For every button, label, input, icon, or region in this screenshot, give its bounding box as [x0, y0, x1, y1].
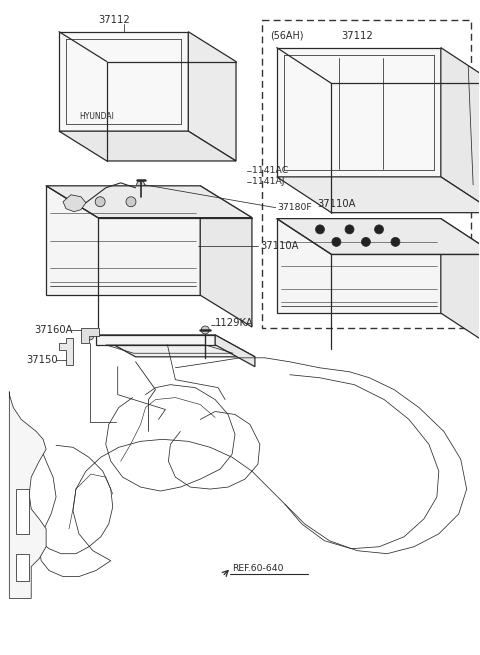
Text: 37112: 37112	[341, 31, 373, 41]
Circle shape	[361, 237, 371, 246]
Text: 37110A: 37110A	[260, 241, 299, 251]
Polygon shape	[59, 131, 236, 161]
Polygon shape	[96, 335, 255, 357]
Text: 37150: 37150	[26, 355, 58, 365]
Polygon shape	[277, 177, 480, 213]
Polygon shape	[81, 328, 99, 343]
Polygon shape	[277, 219, 480, 254]
Bar	[262, 20, 471, 328]
Circle shape	[126, 196, 136, 207]
Text: 1141AC: 1141AC	[252, 166, 288, 176]
Circle shape	[315, 225, 324, 234]
Polygon shape	[59, 338, 73, 365]
Text: 1129KA: 1129KA	[215, 318, 254, 328]
Circle shape	[332, 237, 341, 246]
Polygon shape	[200, 186, 252, 327]
Text: 37112: 37112	[98, 15, 130, 25]
Polygon shape	[188, 31, 236, 161]
Text: 37110A: 37110A	[317, 198, 356, 209]
Circle shape	[391, 237, 400, 246]
Polygon shape	[16, 489, 29, 534]
Circle shape	[374, 225, 384, 234]
Polygon shape	[441, 219, 480, 349]
Polygon shape	[215, 335, 255, 367]
Polygon shape	[96, 335, 215, 345]
Circle shape	[137, 181, 144, 189]
Polygon shape	[441, 48, 480, 213]
Polygon shape	[277, 48, 441, 177]
Polygon shape	[63, 195, 86, 212]
Circle shape	[86, 332, 94, 340]
Circle shape	[201, 326, 209, 334]
Circle shape	[345, 225, 354, 234]
Polygon shape	[59, 31, 188, 131]
Polygon shape	[9, 392, 46, 599]
Text: 1141AJ: 1141AJ	[252, 178, 285, 187]
Polygon shape	[46, 186, 200, 295]
Text: 37180F: 37180F	[277, 203, 312, 212]
Polygon shape	[16, 553, 29, 580]
Text: HYUNDAI: HYUNDAI	[79, 112, 114, 121]
Circle shape	[95, 196, 105, 207]
Text: REF.60-640: REF.60-640	[232, 564, 284, 573]
Text: 37160A: 37160A	[34, 325, 72, 335]
Text: (56AH): (56AH)	[270, 31, 303, 41]
Polygon shape	[46, 186, 252, 217]
Polygon shape	[277, 219, 441, 313]
